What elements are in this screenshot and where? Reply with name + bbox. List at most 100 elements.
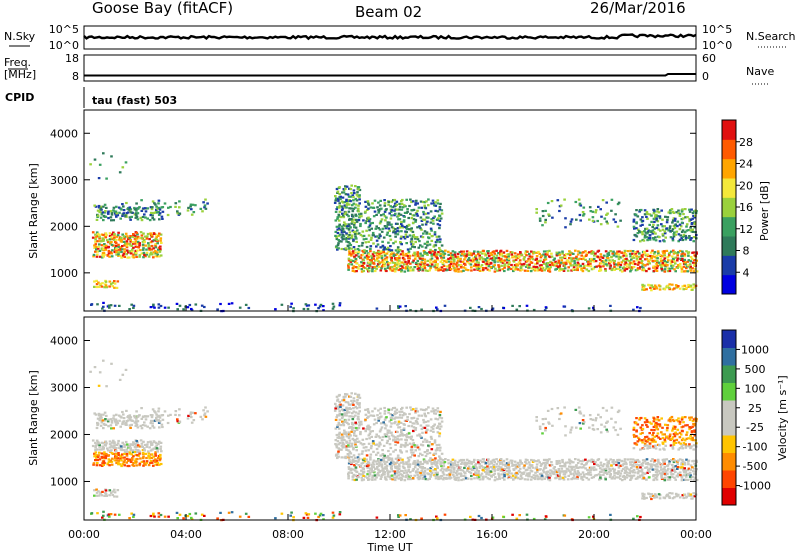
velocity-cell <box>376 443 379 446</box>
power-cell <box>604 260 608 263</box>
power-cell <box>347 210 351 213</box>
power-cell <box>579 264 582 267</box>
velocity-cell <box>94 449 97 452</box>
velocity-cell <box>687 463 690 466</box>
velocity-cell <box>594 468 598 471</box>
velocity-cell <box>481 466 485 469</box>
power-cell <box>380 230 384 233</box>
velocity-cell <box>145 461 149 464</box>
power-cell <box>378 255 382 258</box>
velocity-cell <box>582 459 585 462</box>
velocity-cell <box>395 461 399 464</box>
power-cell <box>154 242 157 246</box>
power-cell <box>334 197 338 200</box>
velocity-cell <box>540 474 544 477</box>
power-cell <box>694 268 697 271</box>
power-cell <box>437 269 440 272</box>
velocity-cell <box>115 423 118 426</box>
power-cell <box>680 230 684 233</box>
velocity-cell <box>129 460 133 463</box>
power-cell <box>528 265 531 268</box>
power-cell <box>673 260 676 263</box>
velocity-cell <box>609 458 612 461</box>
velocity-cell <box>583 464 586 467</box>
power-cell <box>577 250 580 253</box>
velocity-cell <box>396 437 399 440</box>
power-cell <box>632 265 636 269</box>
power-cell <box>506 268 510 271</box>
velocity-cell <box>397 477 401 480</box>
power-cell <box>540 254 544 257</box>
power-cell <box>603 254 606 257</box>
power-cell <box>370 255 373 258</box>
power-cell <box>646 212 649 215</box>
power-cell <box>336 231 340 235</box>
velocity-cell <box>356 456 360 459</box>
power-cell <box>96 209 100 212</box>
power-cell <box>649 251 653 254</box>
power-cell <box>409 198 412 201</box>
power-cell <box>652 265 655 268</box>
power-cell <box>582 251 585 254</box>
velocity-cell <box>390 422 393 425</box>
power-cell <box>444 249 447 252</box>
velocity-cell <box>361 443 364 446</box>
power-cell <box>665 249 669 252</box>
velocity-cell <box>346 410 349 413</box>
velocity-cell <box>383 454 386 457</box>
power-cell <box>560 261 563 264</box>
power-cell <box>347 257 351 260</box>
velocity-cell <box>103 451 106 454</box>
power-cell <box>89 163 92 166</box>
power-cell <box>638 210 641 213</box>
velocity-cell <box>334 418 338 421</box>
power-cell <box>379 252 383 255</box>
velocity-cell <box>115 453 118 456</box>
velocity-cell <box>417 464 421 467</box>
power-cell <box>431 199 435 202</box>
velocity-cell <box>548 479 552 482</box>
velocity-cell <box>377 445 381 448</box>
power-cell <box>125 246 129 249</box>
velocity-cell <box>150 456 154 459</box>
power-cell <box>632 260 636 263</box>
velocity-cell <box>638 476 641 479</box>
velocity-cell <box>395 411 398 414</box>
velocity-cell <box>423 412 426 415</box>
velocity-cell <box>449 465 452 468</box>
velocity-cell <box>99 415 102 418</box>
power-cell <box>488 261 491 264</box>
velocity-cell <box>540 463 544 466</box>
velocity-cell <box>131 458 134 461</box>
power-cell <box>322 309 325 312</box>
velocity-cell <box>139 439 143 442</box>
power-cell <box>133 242 137 245</box>
power-cell <box>637 261 641 264</box>
power-cell <box>117 245 120 248</box>
power-cell <box>190 309 194 312</box>
power-cell <box>387 241 390 244</box>
power-cell <box>396 251 400 254</box>
power-cell <box>342 224 346 227</box>
velocity-cell <box>616 472 620 476</box>
power-cell <box>472 257 475 260</box>
velocity-cell <box>434 474 437 477</box>
velocity-cell <box>383 433 387 436</box>
power-cell <box>443 252 447 255</box>
power-cell <box>416 214 419 217</box>
velocity-cell <box>390 434 394 437</box>
power-cell <box>663 264 667 267</box>
velocity-cell <box>94 446 97 449</box>
power-cell <box>388 248 391 251</box>
power-cell <box>420 265 424 268</box>
power-cell <box>357 249 361 252</box>
velocity-cell <box>369 430 372 433</box>
velocity-cell <box>345 433 349 436</box>
nave-tick-bottom: 0 <box>702 70 709 83</box>
power-cell <box>658 217 662 220</box>
velocity-cell <box>334 405 338 408</box>
power-cell <box>154 246 157 249</box>
velocity-cell <box>136 449 140 452</box>
power-cell <box>671 283 674 286</box>
velocity-cell <box>505 464 509 467</box>
